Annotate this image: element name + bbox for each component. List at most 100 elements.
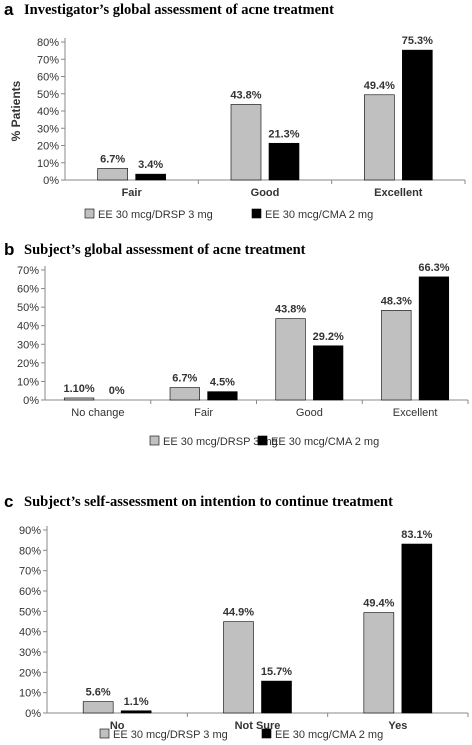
y-tick-label: 10%: [37, 158, 59, 170]
bar-value-label: 6.7%: [172, 373, 197, 385]
y-axis-label: % Patients: [9, 80, 23, 141]
x-category-label: Fair: [194, 407, 213, 419]
chart-title: Investigator’s global assessment of acne…: [24, 2, 334, 18]
legend-swatch-drsp: [99, 728, 110, 739]
bar-cma: [402, 49, 433, 181]
y-tick-label: 60%: [37, 72, 59, 84]
bar-value-label: 49.4%: [364, 80, 395, 92]
legend-swatch-cma: [261, 728, 272, 739]
y-tick-label: 20%: [17, 358, 39, 370]
legend-label: EE 30 mcg/CMA 2 mg: [265, 209, 373, 221]
y-tick-label: 40%: [17, 321, 39, 333]
y-tick-label: 70%: [19, 566, 41, 578]
bar-drsp: [363, 612, 395, 714]
legend-label: EE 30 mcg/DRSP 3 mg: [113, 729, 228, 741]
legend-label: EE 30 mcg/DRSP 3 mg: [163, 436, 278, 448]
bar-chart-subject-assessment: 0% 10% 20% 30% 40% 50% 60% 70% 1.10% 0% No change 6…: [17, 262, 469, 448]
panel-letter: a: [4, 0, 14, 19]
x-category-label: Good: [296, 407, 323, 419]
bar-drsp: [381, 310, 412, 401]
bar-value-label: 49.4%: [363, 598, 394, 610]
bar-cma: [401, 543, 433, 714]
bar-cma: [120, 710, 152, 714]
chart-title: Subject’s self-assessment on intention t…: [24, 494, 393, 510]
x-category-label: Not Sure: [235, 720, 281, 732]
chart-title: Subject’s global assessment of acne trea…: [24, 242, 306, 258]
x-category-label: No change: [71, 407, 124, 419]
y-tick-label: 0%: [25, 708, 41, 720]
bar-value-label: 43.8%: [275, 304, 306, 316]
y-tick-label: 40%: [19, 627, 41, 639]
bar-value-label: 21.3%: [268, 128, 299, 140]
y-tick-label: 30%: [17, 339, 39, 351]
bar-value-label: 3.4%: [138, 159, 163, 171]
bar-cma: [418, 276, 450, 401]
bar-value-label: 0%: [109, 385, 125, 397]
x-category-label: Fair: [122, 187, 143, 199]
bar-cma: [207, 391, 238, 401]
bar-drsp: [97, 168, 128, 181]
legend-swatch-drsp: [84, 208, 95, 219]
bar-cma: [135, 173, 166, 181]
bar-drsp: [169, 387, 200, 401]
bar-value-label: 83.1%: [401, 529, 432, 541]
y-tick-label: 60%: [19, 586, 41, 598]
legend-swatch-drsp: [149, 435, 160, 446]
y-tick-label: 10%: [17, 376, 39, 388]
y-tick-label: 50%: [17, 302, 39, 314]
y-tick-label: 40%: [37, 106, 59, 118]
panel-b: b Subject’s global assessment of acne tr…: [0, 240, 472, 492]
y-tick-label: 10%: [19, 688, 41, 700]
x-category-label: Good: [251, 187, 280, 199]
y-tick-label: 0%: [43, 175, 59, 187]
bar-cma: [268, 142, 300, 181]
x-category-label: Excellent: [374, 187, 423, 199]
legend-label: EE 30 mcg/CMA 2 mg: [275, 729, 383, 741]
y-tick-label: 30%: [37, 123, 59, 135]
bar-drsp: [364, 94, 395, 181]
y-tick-label: 60%: [17, 284, 39, 296]
panel-c: c Subject’s self-assessment on intention…: [0, 492, 472, 745]
y-tick-label: 50%: [37, 89, 59, 101]
bar-value-label: 4.5%: [210, 377, 235, 389]
bar-value-label: 75.3%: [402, 35, 433, 47]
bar-drsp: [230, 104, 262, 181]
panel-letter: c: [4, 492, 14, 511]
y-tick-label: 80%: [19, 545, 41, 557]
bar-value-label: 1.10%: [63, 383, 94, 395]
bar-value-label: 6.7%: [100, 153, 125, 165]
y-tick-label: 30%: [19, 647, 41, 659]
bar-value-label: 48.3%: [381, 295, 412, 307]
x-category-label: Yes: [388, 720, 407, 732]
bar-drsp: [275, 318, 306, 401]
x-category-label: No: [110, 720, 125, 732]
bar-chart-investigator-assessment: 0% 10% 20% 30% 40% 50% 60% 70% 80% % Patients 6.7%…: [9, 35, 466, 221]
y-tick-label: 20%: [37, 141, 59, 153]
y-tick-label: 80%: [37, 37, 59, 49]
bar-value-label: 5.6%: [86, 687, 111, 699]
bar-cma: [261, 680, 292, 714]
legend-label: EE 30 mcg/DRSP 3 mg: [98, 209, 213, 221]
panel-a: a Investigator’s global assessment of ac…: [0, 0, 472, 240]
bar-cma: [313, 345, 344, 401]
legend-swatch-cma: [251, 208, 262, 219]
bar-value-label: 44.9%: [223, 607, 254, 619]
bar-drsp: [223, 621, 254, 714]
bar-value-label: 15.7%: [261, 666, 292, 678]
y-tick-label: 70%: [17, 265, 39, 277]
panel-letter: b: [4, 240, 15, 259]
bar-drsp: [82, 701, 114, 714]
y-tick-label: 0%: [23, 395, 39, 407]
bar-value-label: 29.2%: [313, 331, 344, 343]
legend-label: EE 30 mcg/CMA 2 mg: [271, 436, 379, 448]
bar-value-label: 43.8%: [230, 89, 261, 101]
bar-chart-intention-to-continue: 0% 10% 20% 30% 40% 50% 60% 70% 80% 90% 5.6% 1.1% No 4…: [19, 525, 469, 741]
legend-swatch-cma: [257, 435, 268, 446]
y-tick-label: 20%: [19, 667, 41, 679]
bar-value-label: 66.3%: [418, 262, 449, 274]
y-tick-label: 90%: [19, 525, 41, 537]
x-category-label: Excellent: [393, 407, 438, 419]
y-tick-label: 70%: [37, 54, 59, 66]
bar-value-label: 1.1%: [124, 696, 149, 708]
y-tick-label: 50%: [19, 606, 41, 618]
